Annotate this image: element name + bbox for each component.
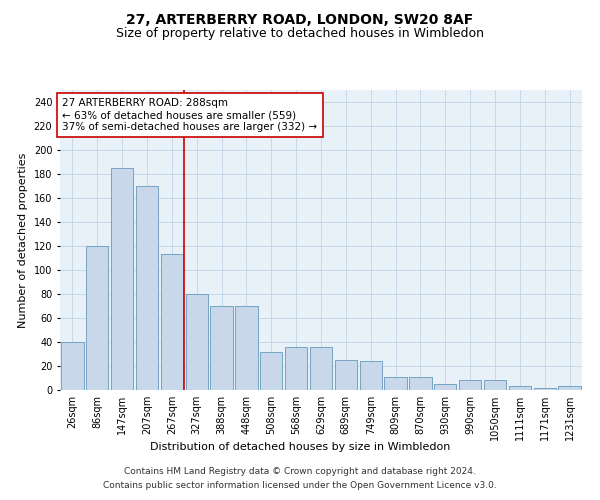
Bar (385, 377, 407, 390)
Bar (61, 342, 83, 390)
Bar (211, 306, 233, 390)
Bar (111, 168, 133, 390)
Bar (136, 186, 158, 390)
Bar (509, 386, 531, 390)
Bar (434, 384, 457, 390)
Bar (86, 246, 109, 390)
Bar (533, 388, 556, 390)
Bar (484, 380, 506, 390)
Bar (409, 377, 431, 390)
Bar (161, 254, 183, 390)
Text: 27 ARTERBERRY ROAD: 288sqm
← 63% of detached houses are smaller (559)
37% of sem: 27 ARTERBERRY ROAD: 288sqm ← 63% of deta… (62, 98, 317, 132)
Text: 27, ARTERBERRY ROAD, LONDON, SW20 8AF: 27, ARTERBERRY ROAD, LONDON, SW20 8AF (127, 12, 473, 26)
Text: Distribution of detached houses by size in Wimbledon: Distribution of detached houses by size … (150, 442, 450, 452)
Bar (459, 380, 481, 390)
Text: Size of property relative to detached houses in Wimbledon: Size of property relative to detached ho… (116, 28, 484, 40)
Bar (185, 294, 208, 390)
Bar (235, 306, 257, 390)
Bar (335, 360, 357, 390)
Y-axis label: Number of detached properties: Number of detached properties (18, 152, 28, 328)
Text: Contains HM Land Registry data © Crown copyright and database right 2024.
Contai: Contains HM Land Registry data © Crown c… (103, 468, 497, 489)
Bar (260, 352, 283, 390)
Bar (559, 386, 581, 390)
Bar (285, 347, 307, 390)
Bar (310, 347, 332, 390)
Bar (359, 361, 382, 390)
